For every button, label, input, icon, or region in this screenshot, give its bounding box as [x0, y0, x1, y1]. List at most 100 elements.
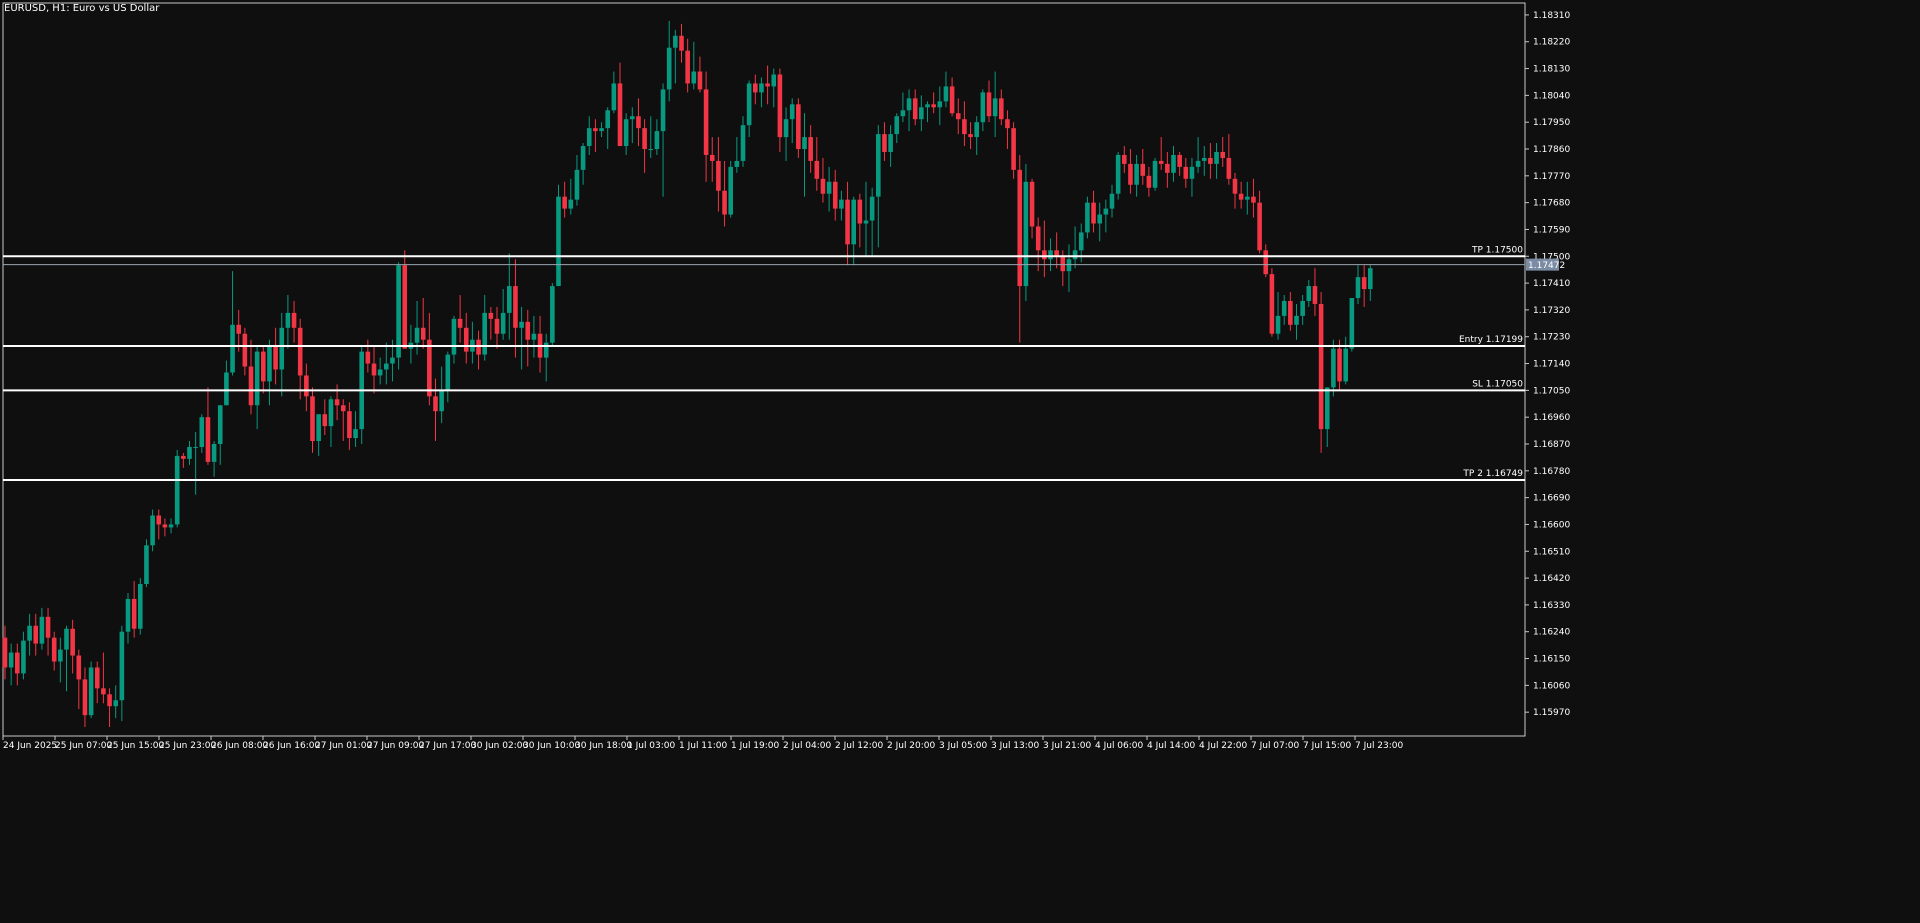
- candle-body: [1300, 300, 1305, 316]
- candle-body: [740, 125, 746, 161]
- candle-body: [414, 327, 420, 343]
- candle: [894, 113, 900, 144]
- candle-body: [882, 134, 887, 152]
- candle: [654, 119, 660, 155]
- candle-body: [851, 199, 856, 245]
- candle-body: [1060, 256, 1066, 272]
- candle: [224, 360, 229, 406]
- candle-body: [605, 110, 610, 129]
- candle-body: [340, 405, 346, 412]
- candle: [636, 98, 641, 147]
- candle: [1165, 151, 1170, 188]
- candle: [1226, 134, 1232, 185]
- candle-body: [162, 524, 168, 528]
- candle: [777, 68, 783, 152]
- candle: [1318, 292, 1324, 453]
- candle: [1361, 265, 1367, 307]
- candle-body: [709, 154, 715, 161]
- candle: [919, 95, 924, 132]
- candle: [1029, 178, 1035, 239]
- candle-body: [919, 107, 924, 120]
- x-tick-label: 30 Jun 18:00: [575, 741, 632, 751]
- candle-body: [531, 333, 537, 340]
- candle: [937, 86, 943, 126]
- candle-body: [21, 640, 26, 674]
- candle-body: [427, 339, 432, 397]
- price-axis[interactable]: 1.18310 1.18220 1.18130 1.18040 1.17950 1.178…: [1525, 11, 1570, 718]
- candle-body: [802, 137, 807, 150]
- candle: [513, 259, 518, 358]
- candle: [1122, 146, 1127, 173]
- candle-body: [1275, 315, 1281, 334]
- candle-body: [1183, 166, 1189, 179]
- y-tick-label: 1.17590: [1533, 225, 1570, 235]
- candle: [113, 685, 118, 719]
- candle-body: [697, 71, 703, 90]
- candle: [986, 80, 992, 123]
- candle-body: [574, 169, 580, 200]
- candle: [125, 592, 131, 644]
- candles-layer: [2, 20, 1373, 728]
- candle: [673, 29, 678, 84]
- candle: [617, 62, 623, 147]
- candle: [279, 312, 285, 397]
- candle: [1146, 166, 1152, 197]
- candle-body: [236, 324, 241, 334]
- candle-body: [402, 265, 408, 349]
- chart-title: EURUSD, H1: Euro vs US Dollar: [4, 3, 160, 14]
- candle-body: [931, 104, 936, 108]
- candle: [181, 452, 186, 468]
- candle: [1152, 157, 1158, 191]
- candle: [1109, 184, 1115, 218]
- candle: [832, 169, 838, 221]
- candle: [740, 116, 746, 167]
- candle: [64, 625, 69, 692]
- y-tick-label: 1.16960: [1533, 413, 1570, 423]
- candle-body: [1134, 163, 1139, 185]
- candle: [1183, 157, 1189, 188]
- candle-body: [1122, 154, 1127, 164]
- candle-body: [211, 443, 217, 462]
- candle: [1263, 244, 1269, 278]
- candle: [445, 351, 451, 403]
- candle-body: [39, 616, 45, 644]
- candle-body: [463, 327, 469, 352]
- candle: [519, 306, 524, 370]
- candle-body: [796, 104, 801, 150]
- candle: [476, 330, 481, 370]
- candle-body: [328, 399, 334, 427]
- candle-body: [45, 616, 51, 638]
- candle: [1208, 143, 1213, 179]
- candle-body: [507, 286, 512, 313]
- y-tick-label: 1.16150: [1533, 655, 1570, 665]
- levels-layer: TP 1.17500 Entry 1.17199 SL 1.17050 TP 2 1.…: [3, 245, 1525, 482]
- candle: [507, 253, 512, 340]
- candle: [586, 116, 592, 155]
- candle-body: [119, 631, 125, 701]
- candle-body: [845, 199, 850, 245]
- candle-body: [187, 446, 192, 459]
- y-tick-label: 1.16510: [1533, 547, 1570, 557]
- candle: [623, 113, 629, 155]
- candle: [802, 113, 807, 197]
- y-tick-label: 1.17770: [1533, 172, 1570, 182]
- candle-body: [261, 351, 266, 382]
- candle-body: [101, 688, 106, 695]
- candle: [605, 107, 610, 150]
- candle-body: [519, 321, 524, 328]
- candle: [138, 578, 143, 635]
- candle-body: [199, 417, 205, 447]
- candle: [304, 363, 309, 412]
- candle: [943, 71, 949, 108]
- candle: [1349, 297, 1355, 352]
- candle-body: [999, 98, 1004, 120]
- candle: [82, 667, 88, 728]
- y-tick-label: 1.16780: [1533, 467, 1570, 477]
- candle: [697, 56, 703, 93]
- candle: [144, 539, 149, 588]
- candle: [27, 613, 32, 656]
- candle-body: [1035, 226, 1041, 251]
